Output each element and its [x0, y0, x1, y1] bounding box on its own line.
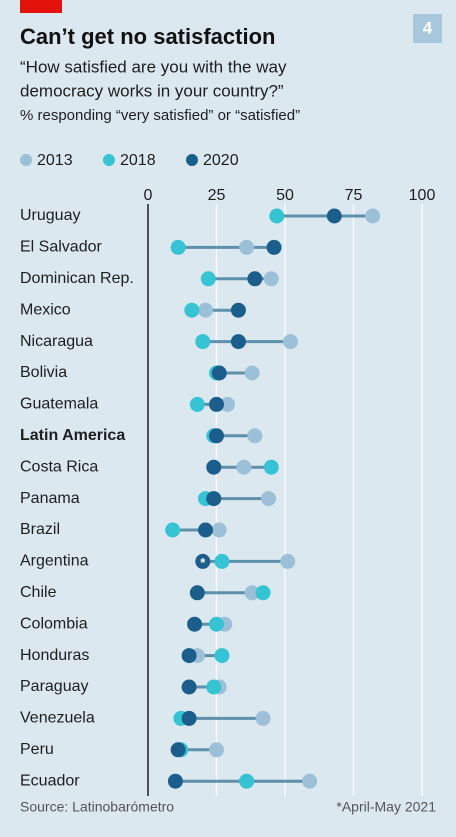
dot: [247, 271, 263, 287]
dot: [247, 428, 263, 444]
dot: [266, 239, 282, 255]
dot: [365, 208, 381, 224]
marker-note: *: [200, 555, 206, 570]
dot: [263, 459, 279, 475]
dot: [181, 679, 197, 695]
dot: [255, 710, 271, 726]
dot: [195, 553, 211, 569]
category-label: Peru: [20, 741, 54, 758]
dot: [214, 553, 230, 569]
dot: [198, 302, 214, 318]
dot: [244, 365, 260, 381]
dot: [211, 522, 227, 538]
red-tag: [20, 0, 62, 13]
category-label: Honduras: [20, 647, 89, 664]
dot: [189, 585, 205, 601]
dot: [239, 239, 255, 255]
category-label: Guatemala: [20, 396, 98, 413]
dot: [282, 334, 298, 350]
category-label: Dominican Rep.: [20, 270, 134, 287]
dot: [236, 459, 252, 475]
dot: [244, 585, 260, 601]
subtitle: “How satisfied are you with the way: [20, 57, 287, 76]
page-number: 4: [423, 18, 433, 37]
dot: [184, 302, 200, 318]
dot: [206, 491, 222, 507]
category-label: Ecuador: [20, 772, 80, 789]
dot: [326, 208, 342, 224]
dot: [219, 396, 235, 412]
dot: [209, 616, 224, 632]
category-label: Paraguay: [20, 678, 89, 695]
dot: [214, 648, 230, 664]
dot: [198, 522, 214, 538]
dot: [187, 616, 203, 632]
footnote: *April-May 2021: [336, 799, 436, 815]
x-tick-label: 50: [276, 187, 294, 204]
legend-label: 2018: [120, 152, 156, 169]
category-label: Mexico: [20, 301, 71, 318]
category-label: Argentina: [20, 553, 89, 570]
category-label: El Salvador: [20, 239, 102, 256]
dot: [209, 742, 224, 758]
x-tick-label: 100: [409, 187, 436, 204]
x-tick-label: 0: [144, 187, 153, 204]
category-label: Colombia: [20, 615, 88, 632]
page-badge: [413, 14, 442, 43]
dot: [209, 396, 224, 412]
category-label: Costa Rica: [20, 458, 98, 475]
category-label: Venezuela: [20, 710, 95, 727]
dot: [269, 208, 285, 224]
legend-swatch: [20, 154, 32, 166]
dot: [263, 271, 279, 287]
dot: [230, 334, 246, 350]
dot: [230, 302, 246, 318]
dot: [189, 396, 205, 412]
dot: [195, 334, 211, 350]
dot: [261, 491, 277, 507]
dot: [200, 271, 216, 287]
legend-label: 2013: [37, 152, 73, 169]
legend-swatch: [186, 154, 198, 166]
dot: [181, 710, 197, 726]
dot: [170, 742, 186, 758]
dot: [280, 553, 296, 569]
dot: [255, 585, 271, 601]
source: Source: Latinobarómetro: [20, 799, 174, 815]
category-label: Panama: [20, 490, 80, 507]
dot: [165, 522, 181, 538]
dot: [206, 459, 222, 475]
legend-swatch: [103, 154, 115, 166]
category-label: Bolivia: [20, 364, 67, 381]
dot: [239, 773, 255, 789]
dot: [302, 773, 318, 789]
chart-title: Can’t get no satisfaction: [20, 24, 275, 49]
dot: [170, 239, 186, 255]
note: % responding “very satisfied” or “satisf…: [20, 107, 300, 124]
legend-label: 2020: [203, 152, 239, 169]
category-label: Latin America: [20, 427, 125, 444]
category-label: Chile: [20, 584, 57, 601]
category-label: Nicaragua: [20, 333, 93, 350]
dot: [206, 679, 222, 695]
dot: [181, 648, 197, 664]
dot: [167, 773, 183, 789]
x-tick-label: 25: [208, 187, 226, 204]
dot: [211, 365, 227, 381]
subtitle: democracy works in your country?”: [20, 81, 284, 100]
category-label: Uruguay: [20, 207, 80, 224]
x-tick-label: 75: [345, 187, 363, 204]
category-label: Brazil: [20, 521, 60, 538]
dot: [209, 428, 224, 444]
